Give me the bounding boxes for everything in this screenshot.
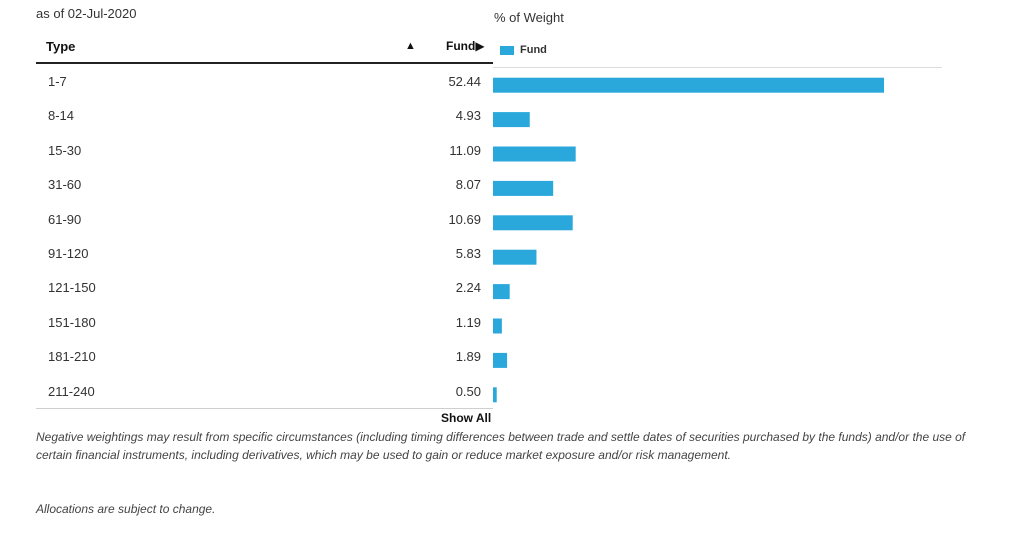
row-fund-value: 11.09	[449, 142, 481, 158]
bar-8-14	[493, 112, 530, 128]
row-type-label: 1-7	[48, 74, 67, 89]
row-fund-value: 0.50	[455, 383, 481, 399]
row-type-label: 91-120	[48, 245, 89, 261]
row-type-label: 211-240	[48, 383, 95, 399]
bar-181-210	[493, 352, 508, 368]
row-fund-value: 1.89	[455, 349, 481, 365]
show-all-button[interactable]: Show All	[441, 411, 492, 425]
chart-title: % of Weight	[494, 10, 564, 25]
bar-15-30	[493, 146, 576, 162]
bar-121-150	[493, 284, 510, 300]
row-type-label: 15-30	[48, 142, 82, 158]
sort-ascending-icon[interactable]: ▲	[405, 40, 416, 52]
bar-1-7	[493, 77, 884, 93]
table-row: 151-180 1.19	[36, 305, 493, 339]
row-fund-value: 2.24	[455, 280, 481, 296]
fund-column-header[interactable]: Fund▶	[446, 39, 485, 53]
row-fund-value: 8.07	[455, 177, 481, 193]
row-fund-value: 1.19	[455, 314, 481, 330]
weight-bar-chart	[493, 77, 884, 403]
fund-legend-swatch	[500, 45, 514, 55]
table-row: 121-150 2.24	[36, 270, 493, 304]
row-fund-value: 10.69	[448, 211, 481, 227]
row-type-label: 61-90	[48, 211, 82, 227]
type-column-header[interactable]: Type	[46, 39, 76, 54]
table-row: 61-90 10.69	[36, 202, 493, 236]
table-row: 91-120 5.83	[36, 236, 493, 270]
row-type-label: 121-150	[48, 280, 96, 296]
table-row: 211-240 0.50	[36, 374, 493, 408]
table-row: 15-30 11.09	[36, 133, 493, 167]
row-fund-value: 5.83	[455, 245, 481, 261]
chart-legend: Fund	[500, 44, 547, 56]
row-fund-value: 4.93	[455, 108, 481, 124]
chart-top-divider	[493, 67, 942, 68]
table-row: 8-14 4.93	[36, 98, 493, 132]
bar-91-120	[493, 249, 537, 265]
bar-61-90	[493, 215, 573, 231]
fund-legend-label: Fund	[520, 44, 547, 56]
bar-31-60	[493, 180, 554, 196]
table-row: 1-7 52.44	[36, 64, 493, 98]
row-type-label: 31-60	[48, 177, 82, 193]
bar-151-180	[493, 318, 502, 334]
as-of-date: as of 02-Jul-2020	[36, 6, 137, 21]
weight-table: 1-7 52.44 8-14 4.93 15-30 11.09 31-60 8.07 61-90…	[36, 64, 493, 409]
table-header: Type ▲ Fund▶	[36, 30, 493, 64]
bar-211-240	[493, 387, 497, 403]
row-fund-value: 52.44	[448, 74, 481, 89]
row-type-label: 151-180	[48, 314, 96, 330]
table-row: 31-60 8.07	[36, 167, 493, 201]
row-type-label: 181-210	[48, 349, 96, 365]
table-row: 181-210 1.89	[36, 339, 493, 373]
disclaimer-text: Negative weightings may result from spec…	[36, 430, 966, 462]
row-type-label: 8-14	[48, 108, 75, 124]
allocations-note: Allocations are subject to change.	[36, 502, 216, 516]
